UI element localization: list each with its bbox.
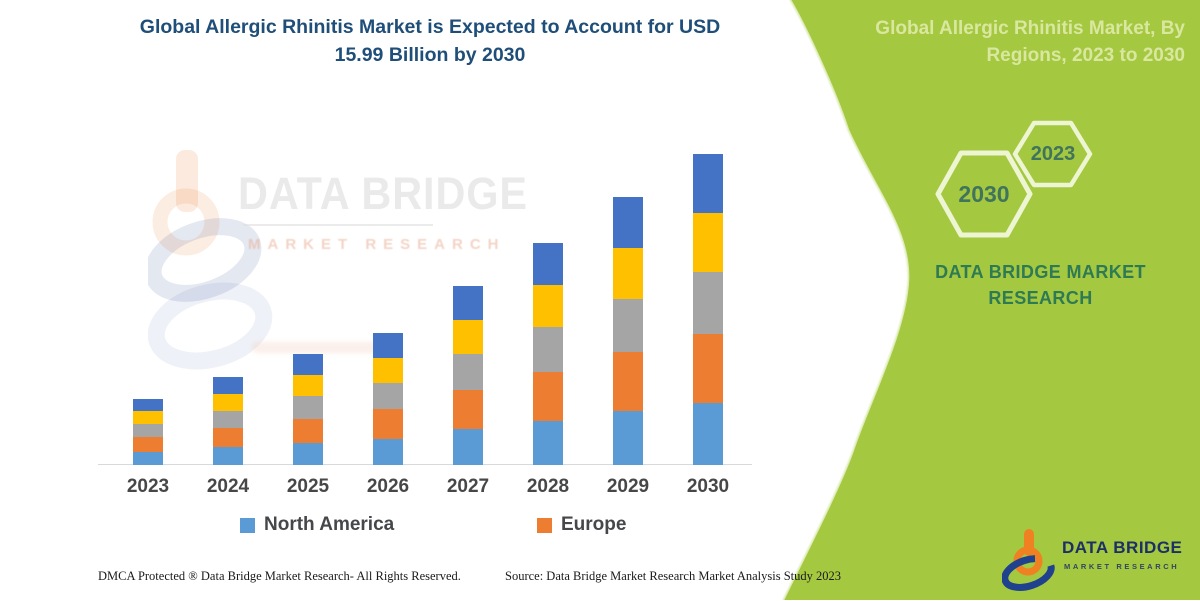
bar-segment-2024-europe <box>213 428 243 448</box>
watermark-brand-subtext: MARKET RESEARCH <box>248 236 506 253</box>
legend-item-europe: Europe <box>537 514 626 536</box>
watermark-swoosh-icon <box>148 218 262 302</box>
panel-brand-text: DATA BRIDGE MARKET RESEARCH <box>935 262 1146 309</box>
x-axis-line <box>98 464 752 465</box>
hexagon-2030-icon <box>935 150 1033 238</box>
bar-segment-2023-unlabeled-region-darkblue <box>133 398 163 412</box>
x-axis-label-2027: 2027 <box>446 476 490 497</box>
bar-segment-2023-north-america <box>133 451 163 465</box>
x-axis-label-2029: 2029 <box>606 476 650 497</box>
bar-segment-2024-unlabeled-region-darkblue <box>213 377 243 394</box>
bar-segment-2024-unlabeled-region-gray <box>213 410 243 429</box>
x-axis-label-2024: 2024 <box>206 476 250 497</box>
data-bridge-logo-icon <box>1001 529 1055 591</box>
bar-segment-2028-north-america <box>533 420 563 465</box>
watermark-b-stem <box>176 150 198 212</box>
bar-segment-2025-europe <box>293 418 323 443</box>
bar-segment-2024-north-america <box>213 447 243 465</box>
x-axis-label-2023: 2023 <box>126 476 170 497</box>
watermark-brand-text: DATA BRIDGE <box>238 168 528 219</box>
green-side-panel <box>781 0 1200 600</box>
watermark-smudge <box>252 342 392 353</box>
panel-edge-highlight <box>781 0 910 600</box>
bar-segment-2030-europe <box>693 334 723 403</box>
bar-segment-2026-europe <box>373 409 403 439</box>
bar-segment-2025-unlabeled-region-darkblue <box>293 354 323 376</box>
bar-segment-2028-unlabeled-region-gray <box>533 327 563 372</box>
stacked-bar-chart: 2023 2024 2025 2026 2027 2028 2029 2030 North A… <box>98 154 752 536</box>
bar-segment-2025-unlabeled-region-gray <box>293 396 323 419</box>
footer-source-text: Source: Data Bridge Market Research Mark… <box>505 569 842 583</box>
bar-segment-2029-unlabeled-region-darkblue <box>613 196 643 248</box>
panel-background-shape <box>783 0 1200 600</box>
bar-segment-2029-north-america <box>613 411 643 465</box>
bar-segment-2027-europe <box>453 389 483 430</box>
footer-dmca-text: DMCA Protected ® Data Bridge Market Rese… <box>98 569 461 583</box>
footer-logo-name: DATA BRIDGE <box>1062 538 1183 557</box>
footer-logo: DATA BRIDGE MARKET RESEARCH <box>1001 524 1197 596</box>
bar-segment-2028-unlabeled-region-darkblue <box>533 243 563 286</box>
x-axis-label-2025: 2025 <box>286 476 330 497</box>
hexagon-2023-icon <box>1012 120 1093 188</box>
bar-segment-2023-unlabeled-region-gray <box>133 423 163 438</box>
bar-segment-2026-unlabeled-region-yellow <box>373 357 403 383</box>
legend-swatch-icon <box>537 517 552 533</box>
bar-segment-2027-unlabeled-region-darkblue <box>453 286 483 321</box>
bar-segment-2026-unlabeled-region-gray <box>373 382 403 410</box>
watermark-swoosh2-icon <box>148 282 273 370</box>
bar-segment-2023-europe <box>133 437 163 452</box>
bar-segment-2029-unlabeled-region-yellow <box>613 247 643 299</box>
bar-segment-2024-unlabeled-region-yellow <box>213 394 243 411</box>
x-axis-label-2028: 2028 <box>526 476 570 497</box>
logo-swoosh-icon <box>1001 555 1055 591</box>
bar-segment-2030-north-america <box>693 402 723 465</box>
bar-segment-2030-unlabeled-region-yellow <box>693 212 723 273</box>
legend-item-north-america: North America <box>240 514 394 536</box>
bar-segment-2023-unlabeled-region-yellow <box>133 411 163 424</box>
bar-segment-2027-north-america <box>453 429 483 465</box>
bar-segment-2025-north-america <box>293 442 323 465</box>
bar-segment-2027-unlabeled-region-yellow <box>453 320 483 355</box>
bar-segment-2027-unlabeled-region-gray <box>453 354 483 390</box>
hexagon-2030-label: 2030 <box>958 181 1010 207</box>
footer-logo-subtext: MARKET RESEARCH <box>1064 562 1180 571</box>
legend-swatch-icon <box>240 517 255 533</box>
watermark-logo-glyph <box>148 150 273 370</box>
bar-segment-2029-europe <box>613 352 643 412</box>
panel-heading: Global Allergic Rhinitis Market, By Regi… <box>875 18 1185 66</box>
legend-label: Europe <box>561 514 627 535</box>
bar-segment-2025-unlabeled-region-yellow <box>293 375 323 397</box>
watermark-underline <box>243 224 433 226</box>
page-title: Global Allergic Rhinitis Market is Expec… <box>139 16 721 66</box>
bar-segment-2028-europe <box>533 371 563 421</box>
bar-segment-2029-unlabeled-region-gray <box>613 298 643 353</box>
x-axis-label-2026: 2026 <box>366 476 410 497</box>
hexagon-2023-label: 2023 <box>1030 143 1076 165</box>
bar-segment-2028-unlabeled-region-yellow <box>533 285 563 328</box>
bar-segment-2026-unlabeled-region-darkblue <box>373 332 403 358</box>
bar-segment-2030-unlabeled-region-gray <box>693 272 723 335</box>
bar-segment-2030-unlabeled-region-darkblue <box>693 154 723 213</box>
x-axis-label-2030: 2030 <box>686 476 730 497</box>
bar-segment-2026-north-america <box>373 438 403 465</box>
legend-label: North America <box>264 514 395 535</box>
watermark-b-bowl <box>152 188 220 256</box>
